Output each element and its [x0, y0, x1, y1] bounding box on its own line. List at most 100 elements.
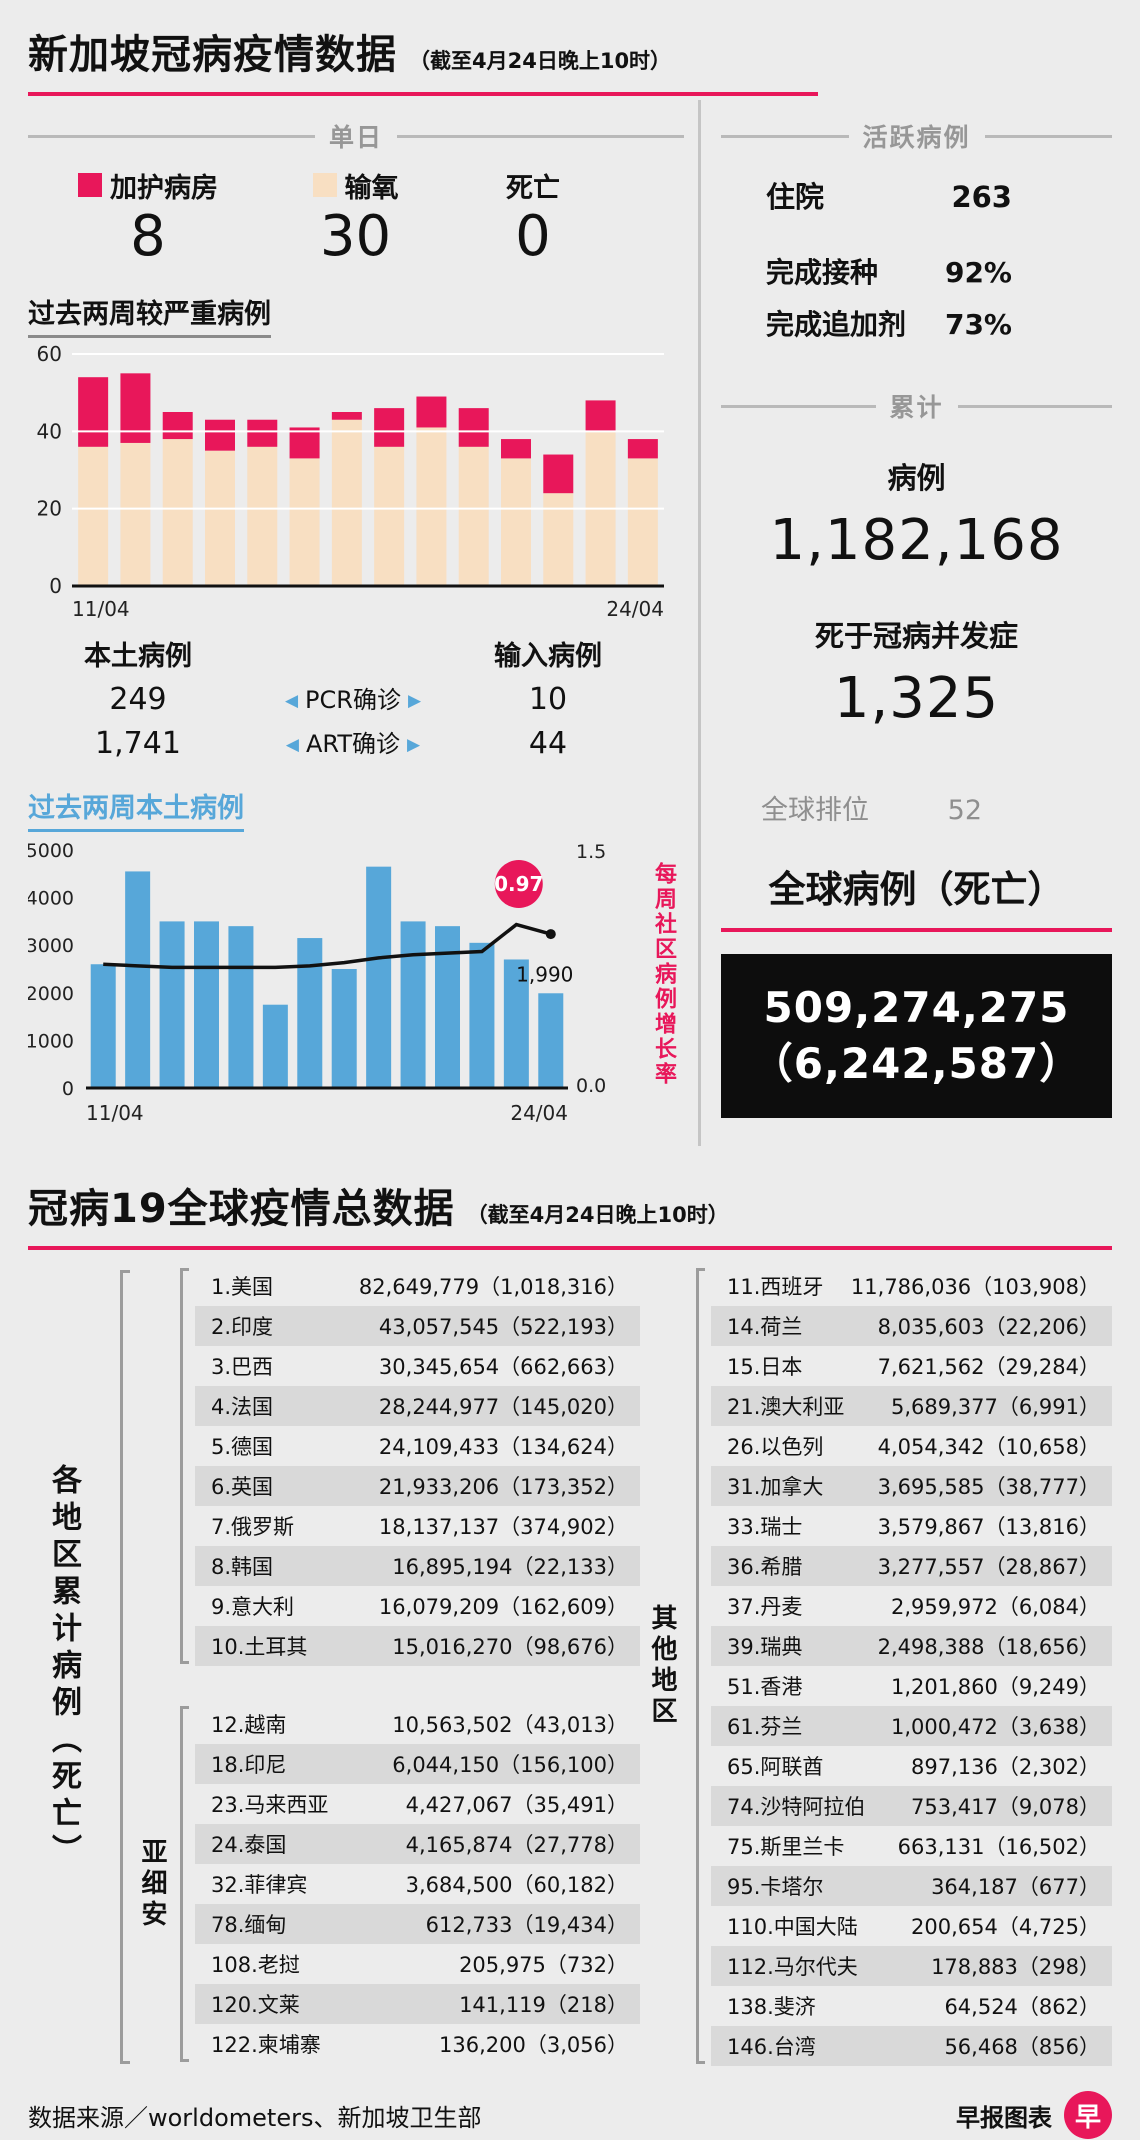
country-row: 37.丹麦 2,959,972（6,084） — [711, 1586, 1112, 1626]
country-value: 136,200（3,056） — [439, 2033, 628, 2057]
pcr-row-label: ◀ PCR确诊 ▶ — [248, 678, 458, 722]
country-value: 11,786,036（103,908） — [850, 1275, 1100, 1299]
country-row: 31.加拿大 3,695,585（38,777） — [711, 1466, 1112, 1506]
country-value: 56,468（856） — [944, 2035, 1100, 2059]
data-source-text: 数据来源／worldometers、新加坡卫生部 — [28, 2103, 482, 2132]
oxygen-swatch-icon — [312, 173, 337, 197]
severe-chart-title: 过去两周较严重病例 — [28, 292, 271, 338]
severe-cases-chart: 0 20 40 60 11/04 24/04 — [37, 344, 664, 621]
country-name: 14.荷兰 — [727, 1315, 803, 1339]
global-cases-title: 全球病例（死亡） — [768, 868, 1065, 911]
country-value: 3,579,867（13,816） — [877, 1515, 1100, 1539]
top-section: 单日 加护病房 8 输氧 30 死亡 0 过去两周较严重病例 0 20 40 60 11… — [28, 100, 1112, 1146]
country-value: 2,498,388（18,656） — [877, 1635, 1100, 1659]
country-value: 205,975（732） — [459, 1953, 628, 1977]
country-value: 5,689,377（6,991） — [891, 1395, 1100, 1419]
country-value: 30,345,654（662,663） — [378, 1355, 628, 1379]
country-row: 14.荷兰 8,035,603（22,206） — [711, 1306, 1112, 1346]
svg-text:2000: 2000 — [28, 983, 74, 1005]
top10-bracket-line — [180, 1268, 189, 1664]
world-table: 各地区累计病例（死亡） 亚细安 其他地区 1.美国 82,649,779（1,01… — [28, 1266, 1112, 2068]
country-row: 33.瑞士 3,579,867（13,816） — [711, 1506, 1112, 1546]
country-row: 78.缅甸 612,733（19,434） — [195, 1904, 640, 1944]
country-row: 120.文莱 141,119（218） — [195, 1984, 640, 2024]
svg-text:24/04: 24/04 — [606, 597, 664, 621]
cumulative-deaths-value: 1,325 — [833, 666, 1000, 731]
country-value: 897,136（2,302） — [911, 1755, 1100, 1779]
pcr-imported-value: 10 — [528, 682, 568, 717]
country-name: 8.韩国 — [211, 1555, 274, 1579]
country-name: 108.老挝 — [211, 1953, 300, 1977]
booster-value: 73% — [944, 308, 1012, 341]
hospitalized-row: 住院 263 — [721, 176, 1112, 218]
oxygen-count: 30 — [319, 204, 392, 269]
global-title-underline — [721, 928, 1112, 932]
country-name: 15.日本 — [727, 1355, 803, 1379]
country-value: 2,959,972（6,084） — [891, 1595, 1100, 1619]
country-name: 138.斐济 — [727, 1995, 816, 2019]
asean-bracket-line — [180, 1706, 189, 2062]
svg-text:11/04: 11/04 — [86, 1101, 144, 1125]
cumulative-header: 累计 — [721, 388, 1112, 424]
country-row: 6.英国 21,933,206（173,352） — [195, 1466, 640, 1506]
country-name: 37.丹麦 — [727, 1595, 803, 1619]
deaths-label: 死亡 — [506, 172, 560, 204]
country-row: 108.老挝 205,975（732） — [195, 1944, 640, 1984]
country-name: 21.澳大利亚 — [727, 1395, 845, 1419]
art-imported-value: 44 — [528, 726, 568, 761]
others-group-label: 其他地区 — [647, 1604, 677, 1728]
country-row: 26.以色列 4,054,342（10,658） — [711, 1426, 1112, 1466]
country-row: 7.俄罗斯 18,137,137（374,902） — [195, 1506, 640, 1546]
country-row: 10.土耳其 15,016,270（98,676） — [195, 1626, 640, 1666]
country-name: 95.卡塔尔 — [727, 1875, 824, 1899]
svg-text:24/04: 24/04 — [510, 1101, 568, 1125]
svg-text:60: 60 — [37, 344, 62, 366]
country-name: 122.柬埔寨 — [211, 2033, 321, 2057]
country-name: 65.阿联酋 — [727, 1755, 824, 1779]
country-row: 9.意大利 16,079,209（162,609） — [195, 1586, 640, 1626]
svg-text:4000: 4000 — [28, 888, 74, 910]
country-value: 28,244,977（145,020） — [378, 1395, 628, 1419]
country-row: 23.马来西亚 4,427,067（35,491） — [195, 1784, 640, 1824]
pcr-local-value: 249 — [109, 682, 167, 717]
page-subtitle: （截至4月24日晚上10时） — [409, 49, 672, 73]
svg-text:11/04: 11/04 — [72, 597, 130, 621]
active-cases-header: 活跃病例 — [721, 118, 1112, 154]
icu-count: 8 — [130, 204, 166, 269]
country-value: 4,165,874（27,778） — [405, 1833, 628, 1857]
country-value: 7,621,562（29,284） — [877, 1355, 1100, 1379]
country-name: 18.印尼 — [211, 1753, 287, 1777]
country-row: 3.巴西 30,345,654（662,663） — [195, 1346, 640, 1386]
country-row: 24.泰国 4,165,874（27,778） — [195, 1824, 640, 1864]
credit-text: 早报图表 — [956, 2103, 1052, 2132]
vaccinated-row: 完成接种 92% — [721, 252, 1112, 294]
country-row: 5.德国 24,109,433（134,624） — [195, 1426, 640, 1466]
country-name: 2.印度 — [211, 1315, 274, 1339]
country-name: 120.文莱 — [211, 1993, 300, 2017]
country-value: 200,654（4,725） — [911, 1915, 1100, 1939]
charts-column: 单日 加护病房 8 输氧 30 死亡 0 过去两周较严重病例 0 20 40 60 11… — [28, 100, 684, 1146]
others-group: 11.西班牙 11,786,036（103,908） 14.荷兰 8,035,603（… — [696, 1266, 1112, 2066]
world-side-label: 各地区累计病例（死亡） — [46, 1463, 81, 1871]
country-name: 9.意大利 — [211, 1595, 295, 1619]
country-name: 61.芬兰 — [727, 1715, 803, 1739]
legend-icu: 加护病房 8 — [28, 166, 268, 270]
asean-rows: 12.越南 10,563,502（43,013） 18.印尼 6,044,150（15… — [195, 1704, 640, 2064]
country-name: 51.香港 — [727, 1675, 803, 1699]
global-deaths-value: （6,242,587） — [750, 1039, 1083, 1088]
world-left-column: 1.美国 82,649,779（1,018,316） 2.印度 43,057,545（… — [180, 1266, 640, 2068]
local-cases-chart: 0 1000 2000 3000 4000 5000 1.5 0.0 11/04 24/04 1,9… — [28, 840, 606, 1125]
country-value: 43,057,545（522,193） — [378, 1315, 628, 1339]
local-chart-title: 过去两周本土病例 — [28, 786, 244, 832]
country-value: 24,109,433（134,624） — [378, 1435, 628, 1459]
case-type-table: 本土病例 输入病例 249 ◀ PCR确诊 ▶ 10 1,741 ◀ ART确诊 ▶ 4… — [28, 636, 684, 766]
country-value: 1,201,860（9,249） — [891, 1675, 1100, 1699]
oxygen-label: 输氧 — [344, 172, 399, 204]
imported-cases-header: 输入病例 — [494, 641, 602, 672]
country-value: 21,933,206（173,352） — [378, 1475, 628, 1499]
svg-text:0.97: 0.97 — [494, 872, 543, 896]
country-name: 32.菲律宾 — [211, 1873, 308, 1897]
country-name: 24.泰国 — [211, 1833, 287, 1857]
zaobao-logo-icon: 早 — [1064, 2091, 1112, 2139]
svg-text:1.5: 1.5 — [576, 841, 606, 863]
